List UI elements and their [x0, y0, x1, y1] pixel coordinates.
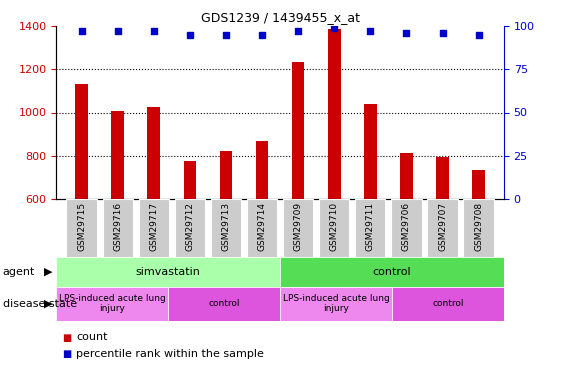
Bar — [56, 257, 280, 287]
Bar — [328, 30, 341, 199]
Bar — [148, 107, 160, 199]
Bar — [211, 199, 241, 257]
Bar — [355, 199, 386, 257]
Bar — [364, 104, 377, 199]
Text: GSM29717: GSM29717 — [149, 202, 158, 251]
Text: agent: agent — [3, 267, 35, 277]
Point — [185, 32, 194, 38]
Bar — [392, 287, 504, 321]
Point — [294, 28, 303, 34]
Bar — [184, 161, 196, 199]
Text: GSM29714: GSM29714 — [257, 202, 266, 250]
Bar — [56, 287, 168, 321]
Bar — [463, 199, 494, 257]
Text: ▶: ▶ — [44, 299, 52, 309]
Text: ▶: ▶ — [44, 267, 52, 277]
Bar — [256, 141, 269, 199]
Text: control: control — [373, 267, 412, 277]
Bar — [280, 287, 392, 321]
Point — [366, 28, 375, 34]
Text: GSM29713: GSM29713 — [221, 202, 230, 251]
Text: GSM29715: GSM29715 — [77, 202, 86, 251]
Bar — [472, 170, 485, 199]
Text: GSM29710: GSM29710 — [330, 202, 339, 251]
Point — [330, 25, 339, 31]
Text: ■: ■ — [62, 333, 71, 342]
Text: ■: ■ — [62, 350, 71, 359]
Bar — [391, 199, 422, 257]
Text: control: control — [432, 299, 464, 308]
Text: LPS-induced acute lung
injury: LPS-induced acute lung injury — [59, 294, 166, 314]
Bar — [138, 199, 169, 257]
Bar — [292, 62, 305, 199]
Bar — [247, 199, 277, 257]
Text: GSM29711: GSM29711 — [366, 202, 375, 251]
Text: simvastatin: simvastatin — [136, 267, 200, 277]
Bar — [102, 199, 133, 257]
Text: GSM29716: GSM29716 — [113, 202, 122, 251]
Bar — [436, 157, 449, 199]
Text: disease state: disease state — [3, 299, 77, 309]
Text: GSM29706: GSM29706 — [402, 202, 411, 251]
Bar — [168, 287, 280, 321]
Point — [77, 28, 86, 34]
Point — [149, 28, 158, 34]
Bar — [220, 151, 233, 199]
Bar — [280, 257, 504, 287]
Bar — [175, 199, 205, 257]
Text: GSM29712: GSM29712 — [185, 202, 194, 250]
Bar — [427, 199, 458, 257]
Bar — [319, 199, 350, 257]
Point — [438, 30, 447, 36]
Text: LPS-induced acute lung
injury: LPS-induced acute lung injury — [283, 294, 390, 314]
Text: percentile rank within the sample: percentile rank within the sample — [76, 350, 264, 359]
Bar — [75, 84, 88, 199]
Title: GDS1239 / 1439455_x_at: GDS1239 / 1439455_x_at — [200, 11, 360, 24]
Bar — [400, 153, 413, 199]
Point — [257, 32, 266, 38]
Text: GSM29707: GSM29707 — [438, 202, 447, 251]
Text: GSM29709: GSM29709 — [294, 202, 303, 251]
Text: GSM29708: GSM29708 — [474, 202, 483, 251]
Point — [402, 30, 411, 36]
Bar — [111, 111, 124, 199]
Point — [113, 28, 122, 34]
Text: control: control — [208, 299, 240, 308]
Bar — [66, 199, 97, 257]
Bar — [283, 199, 313, 257]
Point — [474, 32, 483, 38]
Text: count: count — [76, 333, 108, 342]
Point — [221, 32, 230, 38]
